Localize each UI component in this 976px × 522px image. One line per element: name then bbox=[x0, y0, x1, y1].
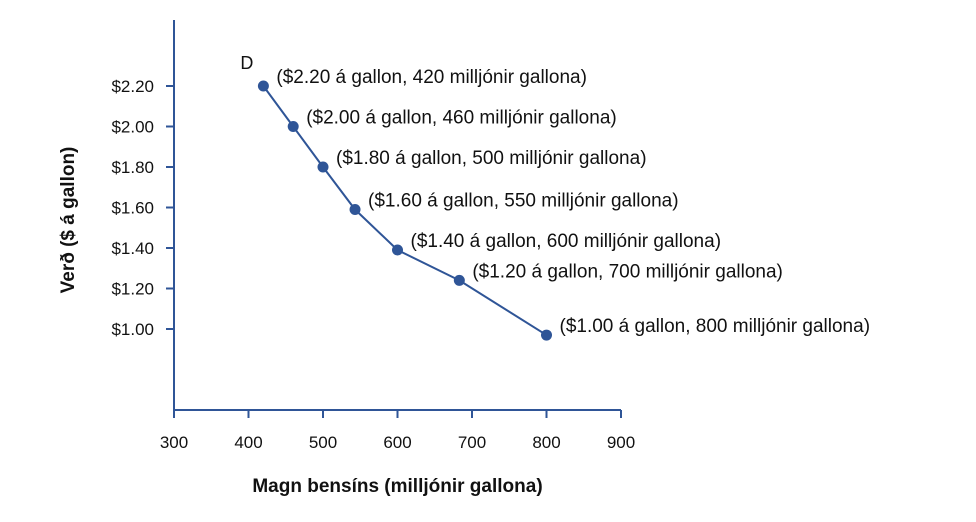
x-tick-label: 700 bbox=[458, 433, 486, 452]
curve-label: D bbox=[240, 53, 253, 73]
data-point bbox=[392, 244, 403, 256]
y-tick-label: $1.80 bbox=[111, 158, 154, 177]
data-point bbox=[349, 204, 361, 216]
y-tick-label: $2.00 bbox=[111, 118, 154, 137]
x-tick-label: 400 bbox=[234, 433, 262, 452]
data-point bbox=[541, 329, 552, 341]
data-point-label: ($1.40 á gallon, 600 milljónir gallona) bbox=[411, 231, 722, 252]
data-point-label: ($1.80 á gallon, 500 milljónir gallona) bbox=[336, 148, 647, 169]
y-tick-label: $1.00 bbox=[111, 320, 154, 339]
data-points bbox=[257, 80, 552, 341]
data-point bbox=[317, 161, 329, 173]
data-point-labels: ($2.20 á gallon, 420 milljónir gallona) (… bbox=[276, 67, 870, 337]
y-ticks: $1.00 $1.20 $1.40 $1.60 $1.80 $2.00 $2.20 bbox=[111, 77, 174, 339]
x-tick-label: 600 bbox=[383, 433, 411, 452]
x-tick-label: 300 bbox=[160, 433, 188, 452]
data-point-label: ($2.00 á gallon, 460 milljónir gallona) bbox=[306, 108, 617, 129]
y-tick-label: $1.40 bbox=[111, 239, 154, 258]
y-tick-label: $2.20 bbox=[111, 77, 154, 96]
x-tick-label: 900 bbox=[607, 433, 635, 452]
x-axis-title: Magn bensíns (milljónir gallona) bbox=[252, 476, 542, 497]
x-ticks: 300 400 500 600 700 800 900 bbox=[160, 410, 635, 452]
y-tick-label: $1.60 bbox=[111, 199, 154, 218]
x-tick-label: 800 bbox=[532, 433, 560, 452]
data-point-label: ($1.60 á gallon, 550 milljónir gallona) bbox=[368, 191, 679, 212]
data-point-label: ($1.20 á gallon, 700 milljónir gallona) bbox=[472, 261, 783, 282]
x-tick-label: 500 bbox=[309, 433, 337, 452]
y-axis-title: Verð ($ á gallon) bbox=[58, 147, 79, 294]
data-point-label: ($1.00 á gallon, 800 milljónir gallona) bbox=[560, 316, 871, 337]
data-point-label: ($2.20 á gallon, 420 milljónir gallona) bbox=[276, 67, 587, 88]
data-point bbox=[453, 274, 465, 286]
y-tick-label: $1.20 bbox=[111, 280, 154, 299]
data-point bbox=[257, 80, 269, 92]
data-point bbox=[287, 121, 299, 132]
